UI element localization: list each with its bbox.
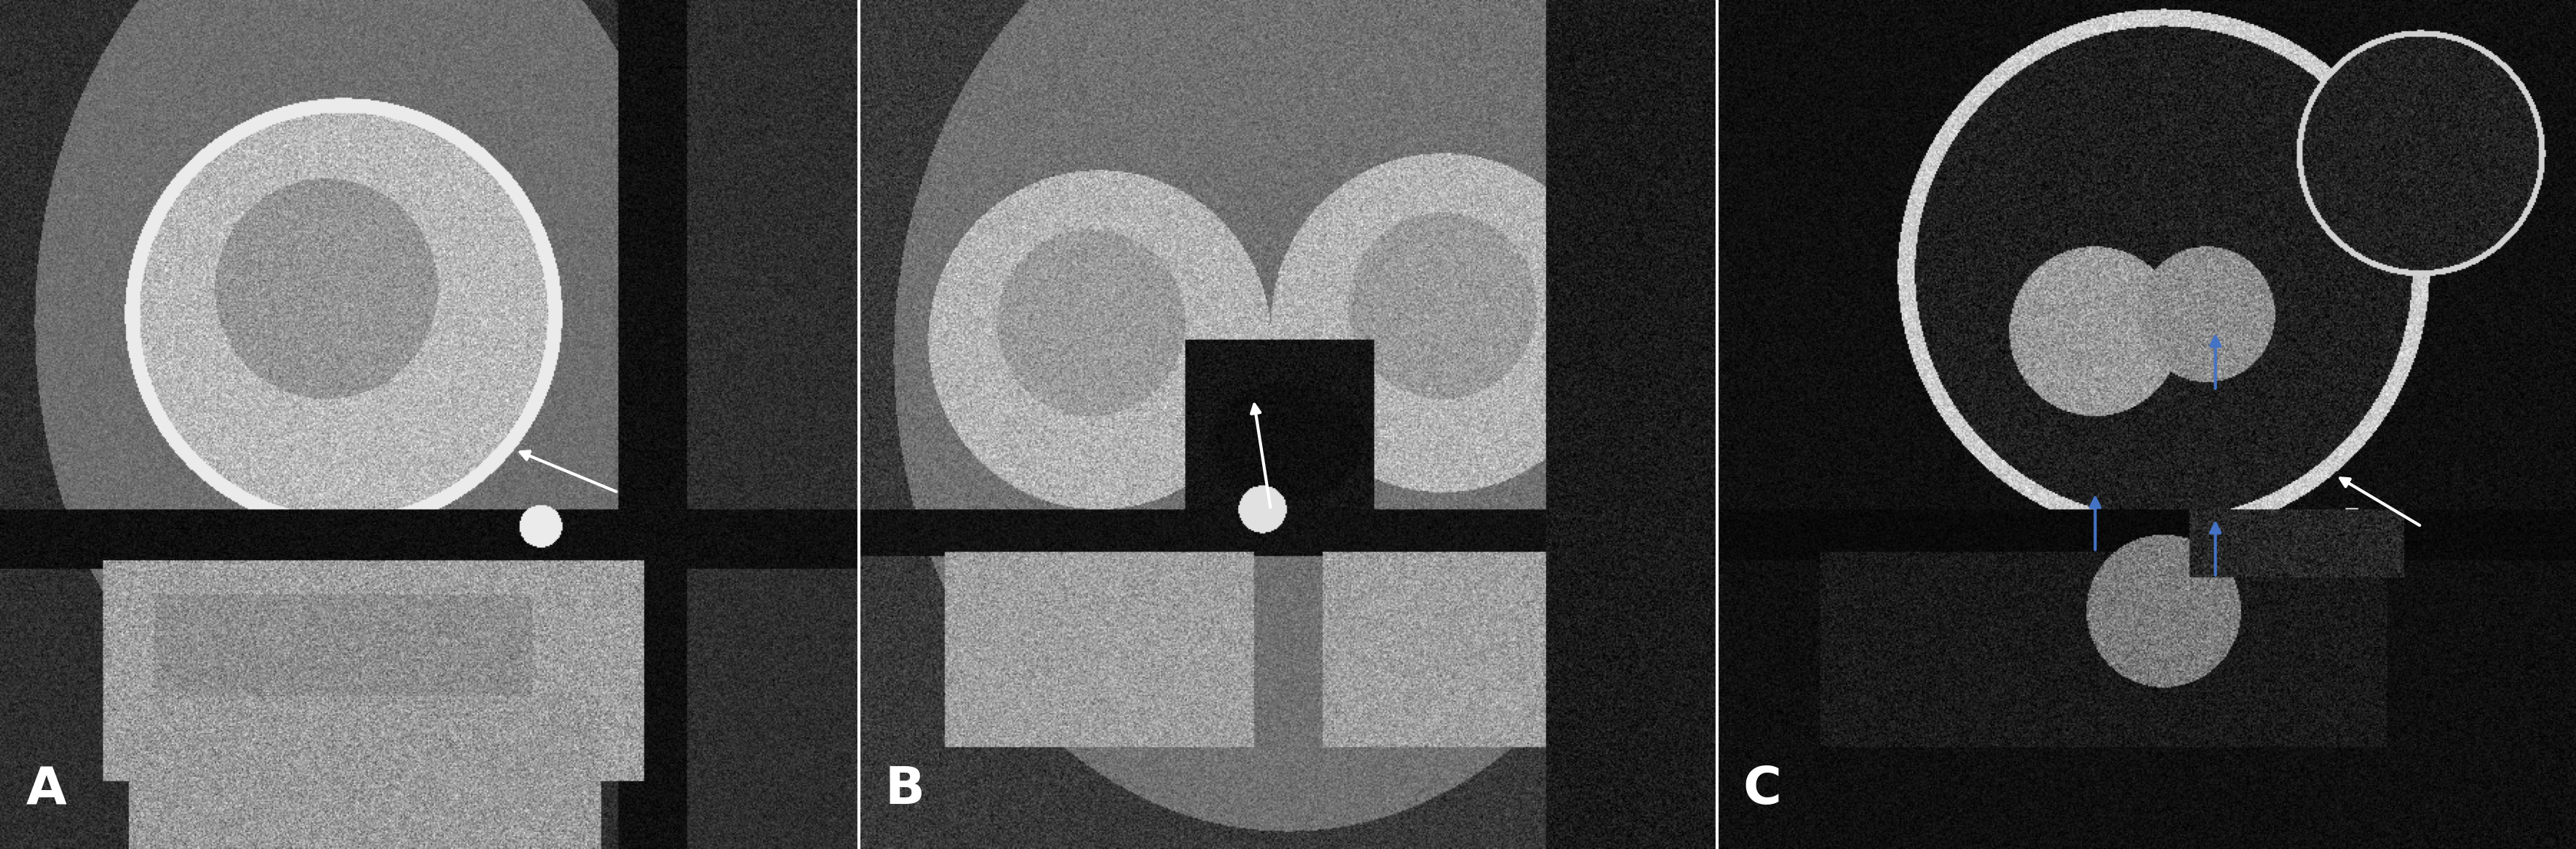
Text: C: C: [1744, 765, 1783, 815]
Text: A: A: [26, 765, 67, 815]
Text: B: B: [884, 765, 925, 815]
